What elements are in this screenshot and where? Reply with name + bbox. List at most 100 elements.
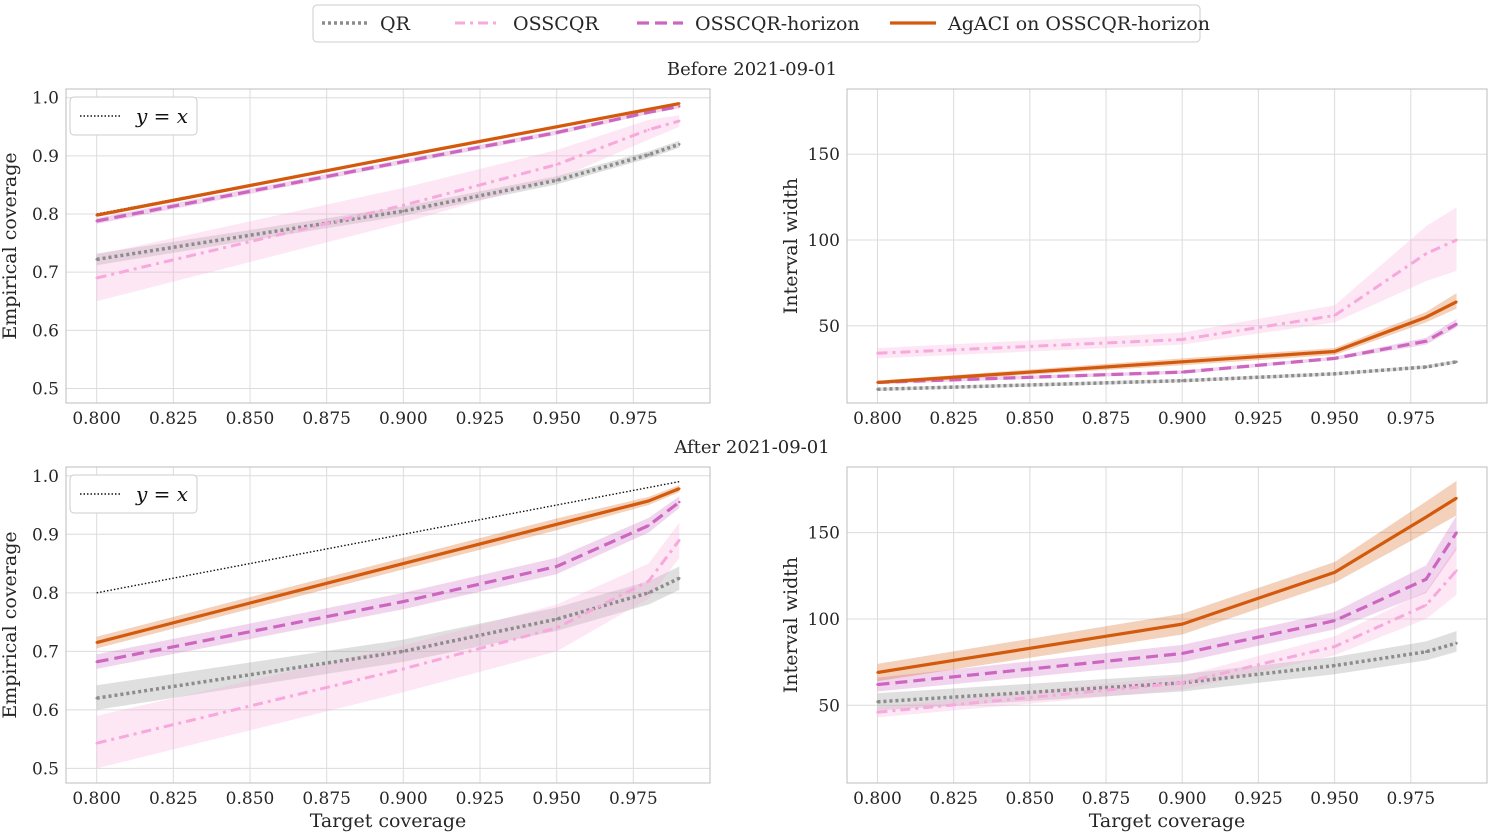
y-tick-label: 0.5 — [32, 759, 59, 779]
series-point-0 — [647, 591, 650, 595]
series-point-3 — [678, 102, 681, 105]
series-point-0 — [678, 143, 681, 146]
series-point-1 — [1455, 569, 1458, 572]
y-tick-label: 100 — [808, 231, 840, 251]
series-point-2 — [1424, 340, 1428, 343]
band-2 — [96, 496, 680, 669]
x-tick-label: 0.875 — [302, 409, 351, 429]
x-tick-label: 0.800 — [72, 789, 121, 809]
series-point-1 — [876, 352, 879, 355]
x-tick-label: 0.825 — [929, 789, 978, 809]
series-point-3 — [1181, 360, 1184, 364]
y-tick-label: 0.9 — [32, 525, 59, 545]
y-tick-label: 100 — [808, 610, 840, 630]
x-tick-label: 0.925 — [456, 409, 505, 429]
y-axis-label: Empirical coverage — [0, 152, 21, 339]
series-point-1 — [1333, 645, 1336, 648]
x-axis-label: Target coverage — [310, 810, 467, 832]
y-tick-label: 1.0 — [32, 89, 59, 109]
y-tick-label: 0.7 — [32, 263, 59, 283]
series-line-1 — [96, 539, 681, 745]
x-tick-label: 0.900 — [379, 409, 428, 429]
series-point-1 — [555, 163, 558, 166]
series-point-0 — [95, 258, 98, 261]
series-point-0 — [1333, 664, 1336, 667]
series-line-1 — [877, 238, 1458, 355]
y-axis-label: Empirical coverage — [0, 531, 21, 718]
x-tick-label: 0.950 — [532, 409, 581, 429]
series-point-3 — [402, 154, 405, 158]
plot-frame — [846, 88, 1488, 404]
series-point-0 — [555, 617, 558, 621]
series-point-2 — [1455, 531, 1458, 534]
series-point-0 — [876, 388, 879, 391]
series-point-0 — [402, 650, 405, 653]
reference-legend-label: y = x — [135, 104, 188, 128]
series-point-0 — [1181, 379, 1184, 382]
y-axis-label: Interval width — [780, 178, 802, 314]
series-point-2 — [402, 600, 405, 603]
band-1 — [877, 207, 1457, 359]
x-tick-label: 0.825 — [929, 409, 978, 429]
series-point-2 — [876, 683, 879, 686]
series-point-2 — [1455, 322, 1458, 326]
x-tick-label: 0.925 — [1234, 409, 1283, 429]
x-tick-label: 0.900 — [1158, 789, 1207, 809]
x-tick-label: 0.800 — [853, 409, 902, 429]
series-point-2 — [678, 105, 681, 108]
y-tick-label: 50 — [818, 696, 840, 716]
x-tick-label: 0.825 — [149, 789, 198, 809]
series-point-0 — [555, 179, 558, 182]
series-point-2 — [1333, 357, 1336, 360]
series-point-1 — [1424, 603, 1428, 607]
x-tick-label: 0.875 — [1082, 789, 1131, 809]
row-title-after: After 2021-09-01 — [673, 437, 829, 458]
band-1 — [96, 522, 680, 769]
series-point-3 — [1333, 350, 1336, 353]
y-tick-label: 0.5 — [32, 379, 59, 399]
series-point-2 — [95, 660, 98, 664]
series-point-3 — [95, 641, 98, 644]
panel-after-width: 0.800 0.825 0.850 0.875 0.900 0.925 0.950 0.975… — [780, 466, 1488, 832]
band-0 — [96, 566, 680, 710]
x-tick-label: 0.975 — [1386, 789, 1435, 809]
series-point-2 — [555, 131, 558, 134]
x-tick-label: 0.850 — [226, 789, 275, 809]
x-tick-label: 0.950 — [1310, 789, 1359, 809]
series-point-3 — [555, 523, 558, 526]
legend-label-0: QR — [380, 13, 411, 35]
series-point-0 — [678, 576, 681, 580]
series-point-1 — [95, 276, 98, 280]
series-point-0 — [1424, 365, 1428, 369]
y-tick-label: 0.8 — [32, 584, 59, 604]
series-point-1 — [1424, 252, 1428, 255]
series-point-3 — [1424, 515, 1428, 519]
band-0 — [877, 360, 1457, 391]
band-3 — [877, 480, 1457, 682]
series-point-0 — [1455, 360, 1458, 364]
reference-line — [96, 480, 680, 594]
series-point-2 — [1424, 578, 1428, 581]
series-point-2 — [1333, 619, 1336, 622]
reference-legend-frame — [69, 474, 198, 514]
series-point-0 — [1333, 372, 1336, 376]
x-tick-label: 0.850 — [1006, 789, 1055, 809]
series-point-3 — [678, 487, 681, 490]
x-tick-label: 0.925 — [1234, 789, 1283, 809]
x-tick-label: 0.950 — [532, 789, 581, 809]
series-point-0 — [1455, 641, 1458, 645]
x-tick-label: 0.900 — [379, 789, 428, 809]
series-point-3 — [1333, 571, 1336, 574]
x-tick-label: 0.850 — [226, 409, 275, 429]
series-point-1 — [95, 742, 98, 745]
plot-frame — [65, 466, 711, 784]
legend: QR OSSCQR OSSCQR-horizon AgACI on OSSCQR-ho… — [312, 4, 1210, 43]
series-point-3 — [876, 381, 879, 384]
series-point-1 — [1455, 238, 1458, 242]
plot-frame — [846, 466, 1488, 784]
series-point-3 — [402, 562, 405, 565]
series-point-1 — [1181, 338, 1184, 341]
plot-frame — [65, 88, 711, 404]
series-point-1 — [402, 667, 405, 671]
